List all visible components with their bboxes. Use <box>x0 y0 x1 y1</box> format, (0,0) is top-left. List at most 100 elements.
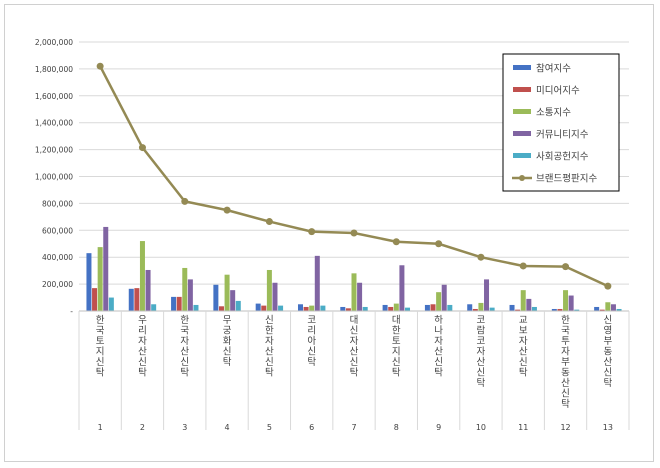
bar <box>151 304 157 311</box>
category-name-char: 신 <box>477 368 486 379</box>
line-point <box>519 262 527 270</box>
x-axis <box>78 310 630 430</box>
category-name-char: 지 <box>392 347 401 358</box>
category-name-char: 탁 <box>350 367 359 379</box>
y-tick-label: 400,000 <box>42 253 73 262</box>
category-name-char: 신 <box>180 357 189 368</box>
legend-label: 커뮤니티지수 <box>536 130 589 141</box>
bar <box>193 304 199 311</box>
category-name-char: 자 <box>434 336 443 347</box>
category-name-char: 화 <box>223 336 232 347</box>
bar <box>357 282 363 311</box>
category-number-label: 7 <box>351 423 356 432</box>
bar <box>557 308 563 311</box>
category-name-char: 한 <box>180 315 189 326</box>
bar <box>314 255 320 311</box>
category-number-label: 2 <box>140 423 145 432</box>
bar <box>399 265 405 311</box>
category-numbers: 1 2 3 4 5 6 7 8 9 10 11 12 13 <box>98 423 613 432</box>
bar <box>108 297 114 311</box>
y-tick-label: 1,000,000 <box>35 173 73 182</box>
category-name-char: 리 <box>138 326 147 337</box>
bar <box>340 306 346 311</box>
bar <box>266 269 272 311</box>
category-name-char: 부 <box>603 336 612 347</box>
category-name-char: 자 <box>180 336 189 347</box>
category-name-char: 산 <box>603 357 612 368</box>
grid-lines <box>79 41 629 285</box>
chart-frame: - 200,000 400,000 600,000 800,000 1,000,000 1,… <box>4 4 654 462</box>
y-tick-label: 200,000 <box>42 280 73 289</box>
category-number-label: 12 <box>560 423 570 432</box>
category-name-char: 산 <box>138 347 147 358</box>
bar <box>97 247 103 311</box>
category-number-label: 8 <box>394 423 399 432</box>
category-name-char: 탁 <box>265 367 274 379</box>
bar <box>489 307 495 311</box>
bar <box>145 269 151 311</box>
category-name-char: 자 <box>519 336 528 347</box>
y-axis-ticks: - 200,000 400,000 600,000 800,000 1,000,000 1,… <box>35 38 73 316</box>
bar <box>351 273 357 311</box>
category-name-char: 투 <box>561 336 570 347</box>
bar <box>509 304 515 311</box>
category-name-char: 국 <box>96 326 105 337</box>
category-name-char: 토 <box>392 336 401 347</box>
bar <box>230 290 236 311</box>
bar <box>303 306 309 311</box>
category-name-char: 산 <box>519 347 528 358</box>
line-point <box>562 263 570 271</box>
bar <box>382 304 388 311</box>
category-name-char: 신 <box>138 357 147 368</box>
category-name-char: 산 <box>265 347 274 358</box>
bar <box>171 296 177 311</box>
bar <box>278 305 284 311</box>
category-name-char: 영 <box>603 326 612 337</box>
category-name-char: 코 <box>477 315 486 326</box>
bar <box>218 306 224 311</box>
bar <box>436 292 442 311</box>
category-name-char: 부 <box>561 357 570 368</box>
category-name-char: 산 <box>477 357 486 368</box>
category-name-char: 신 <box>519 357 528 368</box>
category-name-char: 신 <box>350 357 359 368</box>
category-number-label: 1 <box>98 423 103 432</box>
bar <box>478 302 484 311</box>
bar <box>393 303 399 311</box>
category-name-char: 탁 <box>180 367 189 379</box>
y-tick-label: - <box>70 307 73 316</box>
line-point <box>435 240 443 248</box>
bar <box>187 279 193 311</box>
bar <box>515 309 521 311</box>
category-name-char: 신 <box>350 326 359 337</box>
bar <box>563 290 569 311</box>
category-name-char: 탁 <box>138 367 147 379</box>
category-name-char: 산 <box>180 347 189 358</box>
category-name-char: 대 <box>350 315 359 326</box>
bar <box>272 282 278 311</box>
y-tick-label: 1,800,000 <box>35 65 73 74</box>
y-tick-label: 600,000 <box>42 226 73 235</box>
legend-label: 브랜드평판지수 <box>536 174 597 185</box>
line-point <box>477 253 485 261</box>
legend-label: 사회공헌지수 <box>536 152 589 163</box>
category-number-label: 5 <box>267 423 272 432</box>
bar <box>574 309 580 311</box>
category-name-char: 한 <box>96 315 105 326</box>
bar <box>320 305 326 311</box>
category-name-char: 탁 <box>223 356 232 368</box>
line-point <box>350 229 358 237</box>
bar <box>405 307 411 311</box>
category-name-char: 신 <box>561 389 570 400</box>
bar <box>605 302 611 311</box>
bar <box>92 288 98 311</box>
category-name-char: 자 <box>477 347 486 358</box>
category-number-label: 6 <box>309 423 314 432</box>
bar <box>531 306 537 311</box>
